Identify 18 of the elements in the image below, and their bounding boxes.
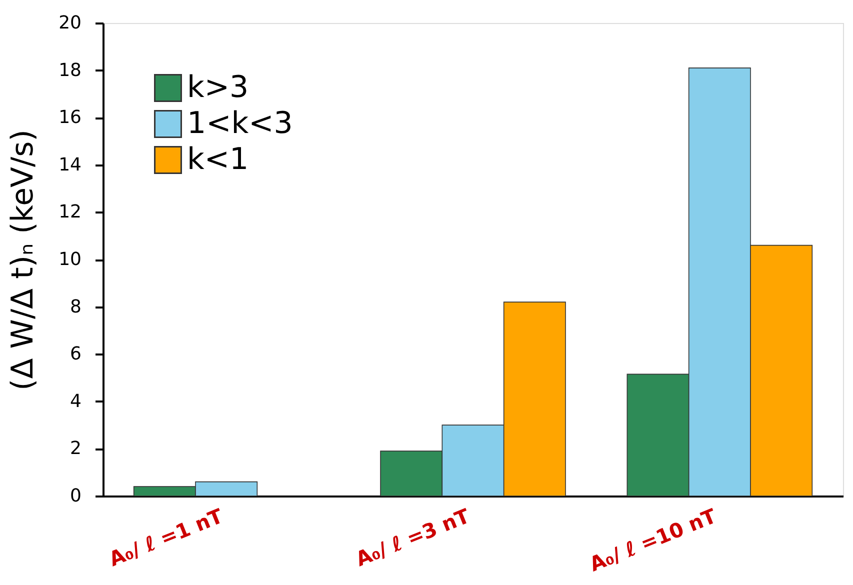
y-tick-label: 12 — [58, 202, 82, 223]
x-tick-label: A₀/ ℓ =10 nT — [586, 504, 720, 576]
y-tick-label: 14 — [58, 154, 82, 176]
x-tick-label: A₀/ ℓ =1 nT — [106, 504, 227, 572]
y-tick-label: 8 — [70, 296, 82, 318]
y-tick-label: 4 — [70, 390, 82, 412]
y-tick-label: 16 — [58, 107, 82, 128]
y-tick-label: 2 — [70, 438, 82, 460]
legend-label: k<1 — [187, 142, 249, 177]
y-tick-label: 20 — [58, 12, 82, 34]
y-axis-title: (Δ W/Δ t)ₙ (keV/s) — [6, 130, 41, 390]
y-tick-label: 6 — [70, 344, 82, 365]
y-tick-label: 10 — [58, 249, 82, 270]
legend-label: k>3 — [187, 70, 249, 105]
y-tick-label: 0 — [70, 486, 82, 506]
x-tick-label: A₀/ ℓ =3 nT — [352, 504, 474, 572]
legend-label: 1<k<3 — [187, 106, 293, 141]
y-tick-label: 18 — [58, 60, 82, 81]
